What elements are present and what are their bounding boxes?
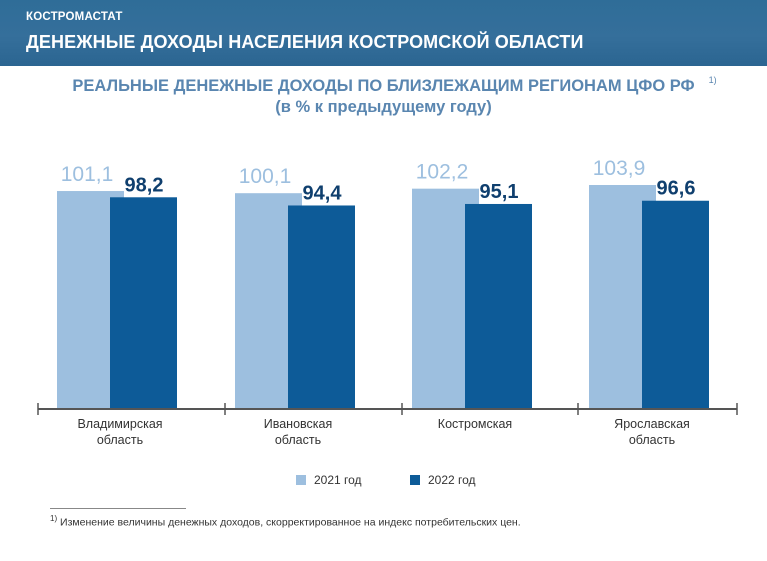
legend-swatch-2021: [296, 475, 306, 485]
data-label-2022: 96,6: [657, 178, 696, 200]
org-name: КОСТРОМАСТАТ: [26, 11, 123, 23]
data-label-2021: 100,1: [239, 165, 292, 188]
footnote-divider: [50, 508, 186, 509]
category-label: Владимирская: [77, 417, 162, 431]
data-label-2021: 103,9: [593, 157, 646, 180]
category-label: область: [97, 433, 143, 447]
bar-2022: [110, 197, 177, 409]
category-label: Костромская: [438, 417, 512, 431]
header-bar: КОСТРОМАСТАТ ДЕНЕЖНЫЕ ДОХОДЫ НАСЕЛЕНИЯ К…: [0, 0, 767, 66]
chart-heading: РЕАЛЬНЫЕ ДЕНЕЖНЫЕ ДОХОДЫ ПО БЛИЗЛЕЖАЩИМ …: [0, 75, 767, 117]
bar-2022: [642, 200, 709, 409]
category-label: область: [629, 433, 675, 447]
footnote-text: Изменение величины денежных доходов, ско…: [60, 516, 521, 529]
chart-subtitle: (в % к предыдущему году): [275, 98, 492, 116]
legend-label-2022: 2022 год: [428, 473, 476, 487]
legend-swatch-2022: [410, 475, 420, 485]
data-label-2021: 101,1: [61, 163, 114, 186]
chart-title: РЕАЛЬНЫЕ ДЕНЕЖНЫЕ ДОХОДЫ ПО БЛИЗЛЕЖАЩИМ …: [72, 75, 716, 96]
page-title: ДЕНЕЖНЫЕ ДОХОДЫ НАСЕЛЕНИЯ КОСТРОМСКОЙ ОБ…: [26, 32, 584, 52]
category-label: область: [275, 433, 321, 447]
data-label-2022: 94,4: [303, 182, 343, 204]
chart-title-text: РЕАЛЬНЫЕ ДЕНЕЖНЫЕ ДОХОДЫ ПО БЛИЗЛЕЖАЩИМ …: [72, 77, 695, 95]
category-label: Ярославская: [614, 417, 690, 431]
data-label-2021: 102,2: [416, 161, 469, 184]
legend-label-2021: 2021 год: [314, 473, 362, 487]
bar-2022: [465, 203, 532, 409]
chart-title-footnote-marker: 1): [708, 75, 717, 85]
footnote: 1) Изменение величины денежных доходов, …: [50, 514, 521, 529]
data-label-2022: 95,1: [480, 181, 519, 203]
bar-2022: [288, 205, 355, 409]
data-label-2022: 98,2: [125, 174, 164, 196]
footnote-marker: 1): [50, 514, 58, 523]
category-label: Ивановская: [264, 417, 333, 431]
